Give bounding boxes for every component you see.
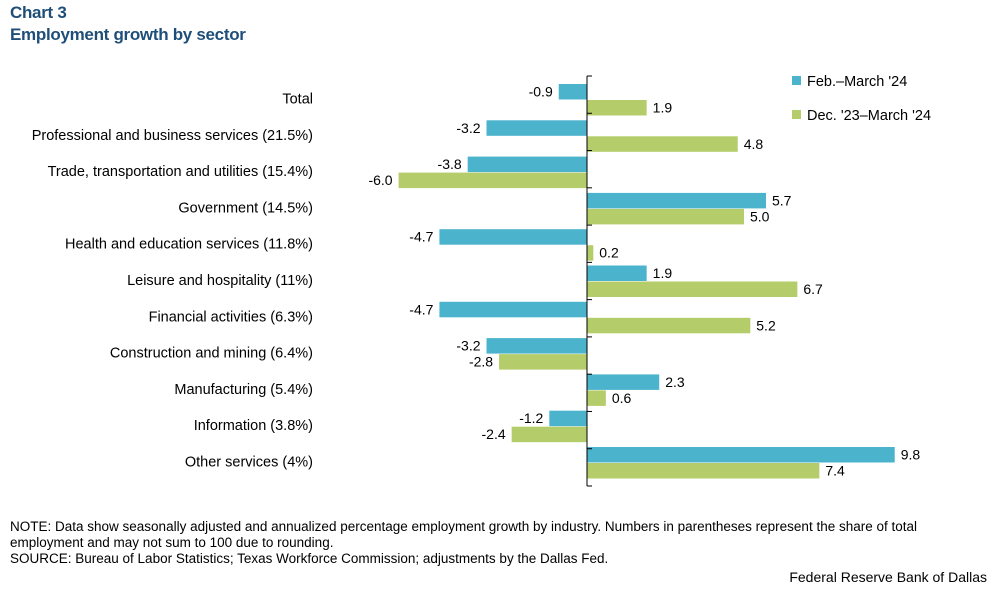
category-label: Leisure and hospitality (11%)	[127, 273, 313, 289]
chart-title: Employment growth by sector	[10, 25, 246, 44]
data-label: 5.7	[772, 192, 792, 208]
category-label: Other services (4%)	[185, 455, 313, 471]
data-label: 0.2	[599, 245, 619, 261]
bar-dec-march	[587, 208, 744, 225]
bar-feb-march	[439, 229, 587, 245]
data-label: 2.3	[665, 374, 685, 390]
data-label: -3.2	[456, 338, 480, 354]
credit-text: Federal Reserve Bank of Dallas	[789, 569, 987, 585]
bar-dec-march	[587, 463, 820, 479]
data-label: 1.9	[653, 100, 673, 116]
data-label: -3.8	[438, 156, 462, 172]
legend-swatch-feb-march	[792, 76, 801, 85]
footnotes: NOTE: Data show seasonally adjusted and …	[10, 519, 985, 567]
category-label: Professional and business services (21.5…	[32, 128, 313, 144]
bar-feb-march	[587, 447, 895, 463]
data-label: 1.9	[653, 265, 673, 281]
category-label: Information (3.8%)	[194, 418, 313, 434]
category-label: Construction and mining (6.4%)	[110, 346, 313, 362]
chart-title-block: Chart 3 Employment growth by sector	[10, 2, 246, 46]
bar-dec-march	[511, 426, 587, 443]
bar-feb-march	[439, 301, 587, 318]
bar-dec-march	[499, 354, 587, 370]
bar-feb-march	[587, 374, 660, 390]
chart-canvas: Total -0.9 1.9 Professional and business se…	[32, 74, 931, 487]
legend-swatch-dec-march	[792, 110, 801, 119]
data-label: 7.4	[825, 463, 845, 479]
data-label: 6.7	[803, 281, 823, 297]
category-label: Manufacturing (5.4%)	[174, 382, 313, 398]
data-label: -6.0	[368, 172, 392, 188]
data-label: 5.2	[756, 317, 776, 333]
bar-feb-march	[558, 84, 587, 100]
bar-dec-march	[587, 100, 647, 116]
bar-dec-march	[587, 136, 738, 152]
bar-feb-march	[549, 410, 587, 427]
category-label: Trade, transportation and utilities (15.…	[48, 164, 313, 180]
bar-feb-march	[587, 265, 647, 281]
bar-dec-march	[587, 281, 798, 297]
data-label: -4.7	[409, 301, 433, 317]
source-text: SOURCE: Bureau of Labor Statistics; Texa…	[10, 551, 609, 566]
bar-dec-march	[587, 245, 594, 261]
data-label: 5.0	[750, 208, 770, 224]
category-label: Government (14.5%)	[178, 200, 313, 216]
category-label: Health and education services (11.8%)	[65, 237, 313, 253]
bar-feb-march	[486, 338, 587, 354]
category-label: Total	[282, 92, 313, 108]
chart-number: Chart 3	[10, 3, 67, 22]
data-label: -1.2	[519, 410, 543, 426]
bar-feb-march	[587, 192, 766, 209]
bar-feb-march	[467, 156, 587, 173]
legend-label: Feb.–March '24	[807, 74, 907, 90]
legend-label: Dec. '23–March '24	[807, 108, 931, 124]
data-label: -3.2	[456, 120, 480, 136]
category-label: Financial activities (6.3%)	[149, 309, 313, 325]
bar-dec-march	[587, 390, 606, 406]
data-label: -4.7	[409, 229, 433, 245]
data-label: 9.8	[901, 447, 921, 463]
bar-dec-march	[398, 172, 587, 189]
data-label: -0.9	[529, 84, 553, 100]
data-label: 0.6	[612, 390, 632, 406]
note-text: NOTE: Data show seasonally adjusted and …	[10, 519, 918, 550]
data-label: -2.4	[482, 426, 506, 442]
bar-feb-march	[486, 120, 587, 136]
data-label: 4.8	[744, 136, 764, 152]
data-label: -2.8	[469, 354, 493, 370]
bar-dec-march	[587, 317, 751, 334]
